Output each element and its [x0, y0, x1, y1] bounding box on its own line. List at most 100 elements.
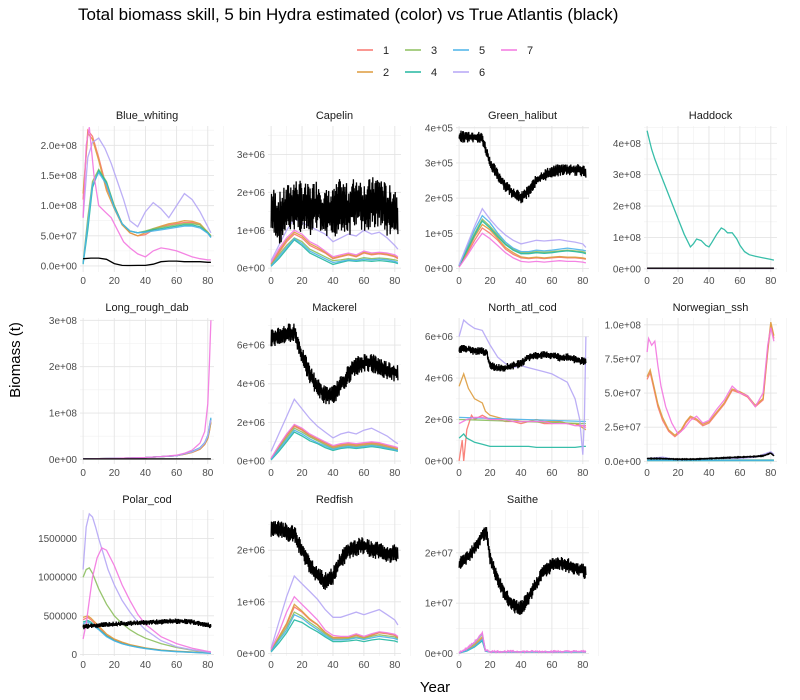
panel-lines — [270, 323, 399, 461]
y-tick-label: 0e+00 — [237, 264, 266, 275]
legend-entry-4: 4 — [405, 67, 437, 79]
legend-entry-5: 5 — [453, 45, 485, 57]
truth-line — [458, 344, 587, 372]
x-tick-label: 20 — [296, 276, 308, 287]
y-tick-label: 4e+08 — [613, 139, 642, 150]
series-line-bin-5 — [270, 429, 399, 460]
series-line-bin-7 — [82, 127, 211, 261]
y-tick-label: 4e+06 — [425, 374, 454, 385]
series-line-bin-7 — [646, 327, 775, 436]
x-tick-label: 60 — [546, 468, 558, 479]
y-tick-label: 3e+06 — [237, 150, 266, 161]
series-line-bin-2 — [83, 422, 212, 460]
panel-lines — [646, 130, 775, 270]
legend-entry-7: 7 — [501, 45, 533, 57]
truth-line — [646, 452, 775, 461]
y-tick-label: 2e+08 — [613, 202, 642, 213]
x-tick-label: 60 — [546, 660, 558, 671]
panel-title: North_atl_cod — [488, 302, 557, 314]
panel-north_atl_cod: North_atl_cod 0 20 40 60 80 0e+00 2e+06 4e+06 6e+… — [425, 302, 599, 479]
x-tick-label: 20 — [296, 468, 308, 479]
legend-entry-2: 2 — [357, 67, 389, 79]
y-tick-label: 6e+06 — [237, 341, 266, 352]
x-tick-label: 20 — [672, 276, 684, 287]
x-tick-label: 40 — [140, 468, 152, 479]
y-tick-label: 1.0e+08 — [41, 201, 78, 212]
x-tick-label: 80 — [389, 276, 401, 287]
legend-label: 3 — [431, 45, 437, 57]
truth-line — [458, 526, 587, 615]
x-tick-label: 40 — [140, 276, 152, 287]
y-tick-label: 0e+00 — [237, 457, 266, 468]
panel-blue_whiting: Blue_whiting 0 20 40 60 80 0.0e+00 5.0e+07 1.0e+… — [41, 110, 224, 287]
x-tick-label: 80 — [202, 276, 214, 287]
y-tick-label: 6e+06 — [425, 332, 454, 343]
panel-title: Capelin — [316, 110, 353, 122]
series-line-bin-3 — [82, 567, 211, 654]
panel-lines — [646, 321, 775, 462]
x-tick-label: 0 — [80, 276, 86, 287]
legend-entry-6: 6 — [453, 67, 485, 79]
legend-label: 2 — [383, 67, 389, 79]
series-line-bin-2 — [458, 223, 587, 267]
series-line-bin-3 — [270, 427, 399, 460]
x-tick-label: 80 — [577, 468, 589, 479]
x-tick-label: 40 — [515, 660, 527, 671]
y-tick-label: 3e+08 — [613, 170, 642, 181]
panel-green_halibut: Green_halibut 0 20 40 60 80 0e+00 1e+05 2e+05 3e+… — [425, 110, 599, 287]
y-tick-label: 2e+06 — [237, 546, 266, 557]
y-tick-label: 7.5e+07 — [605, 354, 642, 365]
legend-label: 5 — [479, 45, 485, 57]
series-line-bin-7 — [270, 595, 399, 650]
series-line-bin-7 — [270, 229, 399, 263]
x-tick-label: 60 — [358, 468, 370, 479]
y-tick-label: 1e+07 — [425, 599, 454, 610]
x-tick-label: 0 — [456, 276, 462, 287]
x-tick-label: 0 — [268, 660, 274, 671]
chart-title: Total biomass skill, 5 bin Hydra estimat… — [78, 5, 618, 24]
series-line-bin-7 — [458, 630, 587, 655]
y-tick-label: 5.0e+07 — [605, 389, 642, 400]
x-tick-label: 20 — [484, 468, 496, 479]
series-line-bin-7 — [458, 232, 587, 268]
x-tick-label: 80 — [389, 660, 401, 671]
panel-lines — [82, 512, 212, 654]
panel-lines — [82, 127, 212, 267]
legend-entry-3: 3 — [405, 45, 437, 57]
truth-line — [82, 618, 212, 630]
series-line-bin-3 — [270, 611, 399, 652]
truth-line — [270, 177, 399, 244]
y-tick-label: 2e+05 — [425, 194, 454, 205]
series-line-bin-6 — [82, 137, 212, 234]
x-tick-label: 40 — [703, 276, 715, 287]
panel-norwegian_ssh: Norwegian_ssh 0 20 40 60 80 0.0e+00 2.5e+07 5.0e… — [605, 302, 787, 479]
panel-long_rough_dab: Long_rough_dab 0 20 40 60 80 0e+00 1e+08 2e+08 3e… — [49, 302, 224, 479]
series-line-bin-1 — [83, 422, 212, 460]
truth-line — [270, 323, 399, 405]
y-tick-label: 3e+05 — [425, 158, 454, 169]
y-tick-label: 2e+07 — [425, 548, 454, 559]
y-tick-label: 0 — [71, 650, 77, 661]
x-tick-label: 0 — [268, 468, 274, 479]
series-line-bin-4 — [458, 219, 587, 267]
x-tick-label: 40 — [515, 468, 527, 479]
x-tick-label: 20 — [109, 276, 121, 287]
y-tick-label: 1.0e+08 — [605, 320, 642, 331]
x-tick-label: 0 — [456, 660, 462, 671]
panel-title: Saithe — [507, 494, 538, 506]
x-tick-label: 60 — [734, 468, 746, 479]
series-line-bin-6 — [458, 318, 587, 455]
series-line-bin-4 — [646, 130, 775, 261]
panel-lines — [83, 320, 212, 460]
x-tick-label: 60 — [171, 276, 183, 287]
series-line-bin-5 — [270, 237, 399, 267]
y-tick-label: 1e+05 — [425, 229, 454, 240]
panel-title: Green_halibut — [488, 110, 557, 122]
series-line-bin-4 — [270, 431, 399, 461]
panel-title: Norwegian_ssh — [673, 302, 749, 314]
series-line-bin-5 — [270, 613, 399, 652]
panel-title: Redfish — [316, 494, 353, 506]
x-axis-label: Year — [420, 679, 450, 696]
x-tick-label: 40 — [327, 660, 339, 671]
